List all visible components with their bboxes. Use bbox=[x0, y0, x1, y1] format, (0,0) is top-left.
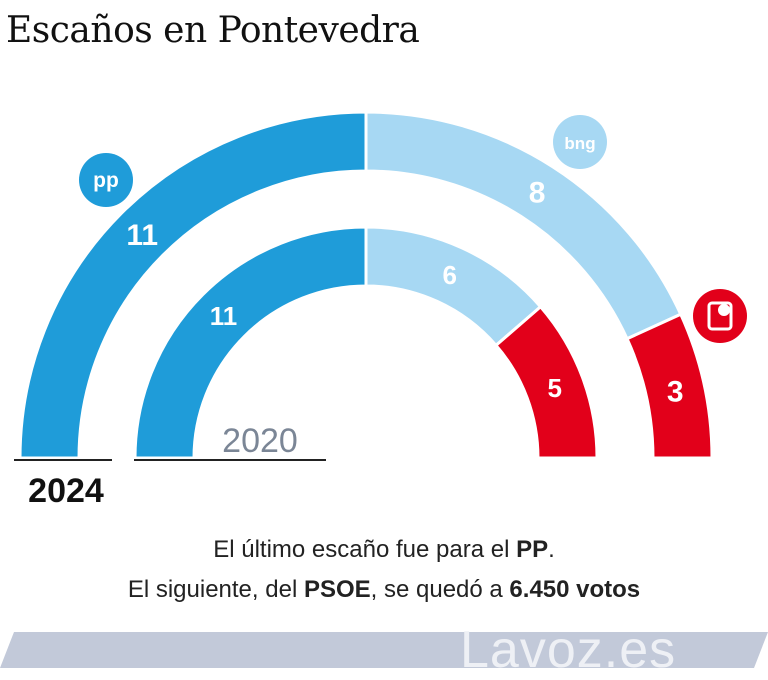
arc-2024-psoe bbox=[625, 312, 714, 460]
bng-logo-icon: bng bbox=[553, 115, 607, 169]
seat-label-2020-pp: 11 bbox=[210, 301, 238, 331]
brand-watermark: Lavoz.es bbox=[460, 621, 677, 679]
note-line-1-prefix: El último escaño fue para el bbox=[213, 536, 517, 563]
note-line-2-prefix: El siguiente, del bbox=[127, 576, 304, 603]
svg-text:bng: bng bbox=[564, 134, 595, 153]
seat-label-2024-bng: 8 bbox=[529, 177, 546, 210]
note-line-2: El siguiente, del PSOE, se quedó a 6.450… bbox=[0, 576, 768, 604]
year-label-2024: 2024 bbox=[28, 472, 104, 510]
parliament-chart: 11 8 3 2024 11 6 5 2020 pp bng bbox=[14, 110, 747, 510]
svg-text:pp: pp bbox=[93, 169, 119, 192]
note-line-1-suffix: . bbox=[548, 536, 555, 563]
chart-title: Escaños en Pontevedra bbox=[6, 10, 420, 51]
pp-logo-icon: pp bbox=[79, 153, 133, 207]
note-line-1: El último escaño fue para el PP. bbox=[0, 536, 768, 564]
note-line-2-party: PSOE bbox=[303, 576, 371, 603]
seat-label-2024-pp: 11 bbox=[126, 219, 158, 252]
note-line-2-votes: 6.450 votos bbox=[509, 576, 641, 603]
year-label-2020: 2020 bbox=[222, 422, 298, 460]
seat-label-2024-psoe: 3 bbox=[667, 376, 684, 409]
seat-label-2020-psoe: 5 bbox=[548, 373, 562, 403]
psoe-logo-icon bbox=[693, 289, 747, 343]
note-line-2-mid: , se quedó a bbox=[370, 576, 510, 603]
arc-2020-psoe bbox=[493, 304, 599, 460]
seat-label-2020-bng: 6 bbox=[442, 260, 456, 290]
footer-band bbox=[0, 632, 768, 668]
note-line-1-party: PP bbox=[516, 536, 549, 563]
